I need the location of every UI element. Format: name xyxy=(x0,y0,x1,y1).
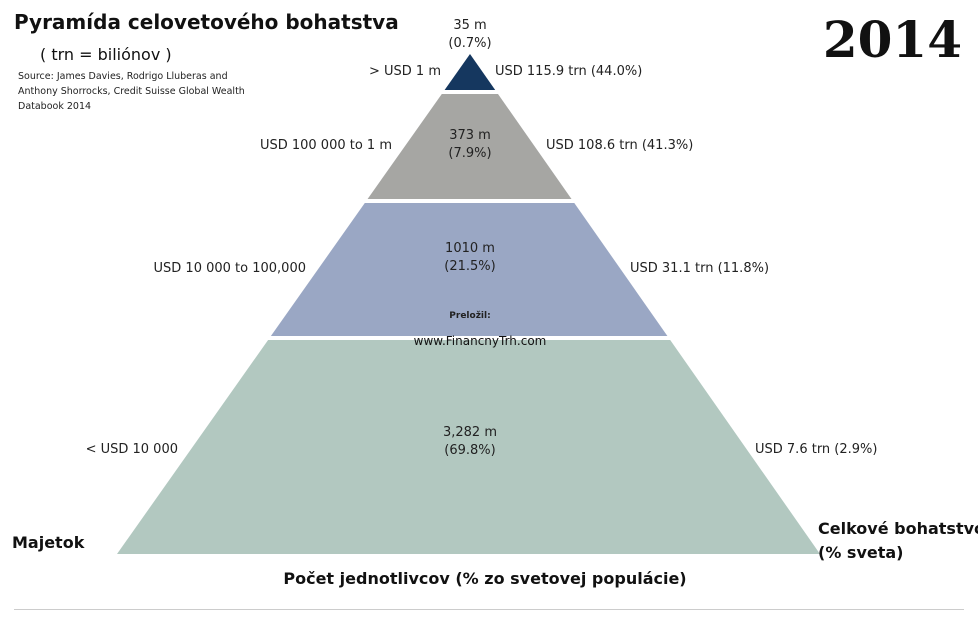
pyramid-tier xyxy=(117,340,820,554)
tier-adults-block: 1010 m (21.5%) xyxy=(420,240,520,276)
tier-adults: 35 m xyxy=(453,18,487,33)
watermark-label: Preložil: xyxy=(449,311,491,321)
tier-adults-pct: (69.8%) xyxy=(444,443,496,458)
bottom-divider xyxy=(14,609,964,610)
axis-bottom-label: Počet jednotlivcov (% zo svetovej populá… xyxy=(283,569,687,588)
tier-adults-block: 35 m (0.7%) xyxy=(420,17,520,53)
tier-wealth-range: USD 10 000 to 100,000 xyxy=(153,261,306,276)
tier-wealth-range: USD 100 000 to 1 m xyxy=(259,138,392,153)
tier-adults-pct: (0.7%) xyxy=(448,36,492,51)
tier-adults-block: 373 m (7.9%) xyxy=(420,127,520,163)
tier-adults-block: 3,282 m (69.8%) xyxy=(420,424,520,460)
tier-adults-pct: (7.9%) xyxy=(448,146,492,161)
tier-wealth-range: < USD 10 000 xyxy=(85,442,178,457)
pyramid-tier xyxy=(444,54,496,90)
year-label: 2014 xyxy=(822,10,962,69)
tier-adults: 373 m xyxy=(449,128,491,143)
pyramid-tier xyxy=(270,203,668,336)
axis-left-label: Majetok xyxy=(12,533,85,552)
watermark-url: www.FinancnyTrh.com xyxy=(413,334,547,348)
chart-subtitle: ( trn = biliónov ) xyxy=(40,45,172,64)
tier-total-wealth: USD 31.1 trn (11.8%) xyxy=(630,261,770,276)
axis-right-line1: Celkové bohatstvo xyxy=(818,519,978,538)
source-note: Source: James Davies, Rodrigo Lluberas a… xyxy=(18,71,245,112)
tier-adults: 1010 m xyxy=(445,241,495,256)
tier-total-wealth: USD 7.6 trn (2.9%) xyxy=(755,442,878,457)
tier-adults: 3,282 m xyxy=(442,425,497,440)
axis-right-label: Celkové bohatstvo (% sveta) xyxy=(818,517,978,565)
tier-total-wealth: USD 108.6 trn (41.3%) xyxy=(546,138,694,153)
pyramid-tier xyxy=(367,94,572,199)
tier-wealth-range: > USD 1 m xyxy=(368,64,441,79)
axis-right-line2: (% sveta) xyxy=(818,543,904,562)
chart-title: Pyramída celovetového bohatstva xyxy=(14,10,399,34)
tier-total-wealth: USD 115.9 trn (44.0%) xyxy=(495,64,643,79)
tier-adults-pct: (21.5%) xyxy=(444,259,496,274)
